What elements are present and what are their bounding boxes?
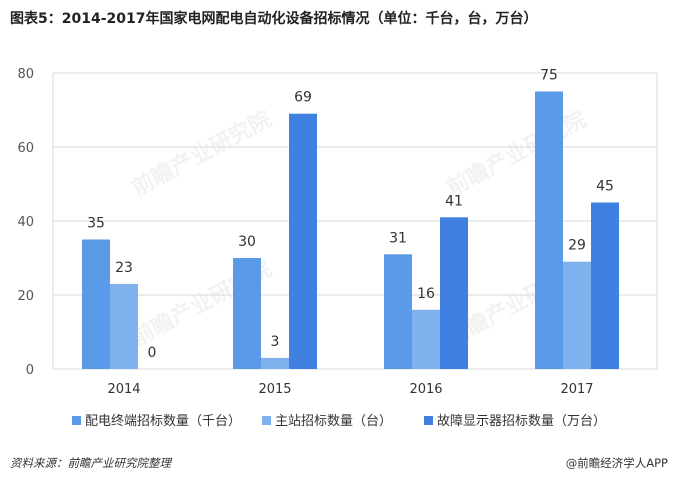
data-label: 41	[445, 193, 463, 209]
bar	[591, 202, 619, 369]
x-tick-label: 2017	[560, 382, 593, 397]
source-note: 资料来源：前瞻产业研究院整理	[10, 456, 171, 470]
legend-swatch	[262, 416, 271, 425]
data-label: 29	[568, 238, 586, 254]
y-tick-label: 80	[17, 67, 34, 82]
data-label: 23	[115, 260, 133, 276]
x-tick-label: 2014	[107, 382, 140, 397]
bar	[261, 357, 289, 369]
bar	[110, 283, 138, 369]
data-label: 75	[540, 68, 558, 84]
y-tick-label: 20	[17, 289, 34, 304]
data-label: 16	[417, 286, 435, 302]
y-tick-label: 40	[17, 215, 34, 230]
watermark-text: 前瞻产业研究院	[128, 106, 276, 201]
watermark-text: 前瞻产业研究院	[443, 106, 591, 201]
legend-swatch	[72, 416, 81, 425]
y-tick-label: 0	[26, 363, 34, 378]
bar	[233, 258, 261, 369]
data-label: 3	[271, 334, 280, 350]
chart-title: 图表5：2014-2017年国家电网配电自动化设备招标情况（单位：千台，台，万台…	[10, 11, 538, 27]
data-label: 35	[87, 216, 105, 232]
legend-label: 主站招标数量（台）	[275, 414, 392, 429]
data-label: 45	[596, 179, 614, 195]
x-tick-label: 2015	[258, 382, 291, 397]
bar	[535, 91, 563, 369]
brand-note: @前瞻经济学人APP	[565, 456, 668, 470]
bar	[289, 113, 317, 369]
data-label: 69	[294, 90, 312, 106]
y-tick-label: 60	[17, 141, 34, 156]
data-label: 31	[389, 230, 407, 246]
bar	[82, 239, 110, 369]
bar	[384, 254, 412, 369]
bar	[563, 261, 591, 369]
bar	[412, 309, 440, 369]
legend-swatch	[424, 416, 433, 425]
x-tick-label: 2016	[409, 382, 442, 397]
bar	[440, 217, 468, 369]
legend-label: 配电终端招标数量（千台）	[85, 413, 241, 429]
data-label: 0	[148, 345, 157, 361]
legend-label: 故障显示器招标数量（万台）	[437, 414, 606, 429]
data-label: 30	[238, 234, 256, 250]
